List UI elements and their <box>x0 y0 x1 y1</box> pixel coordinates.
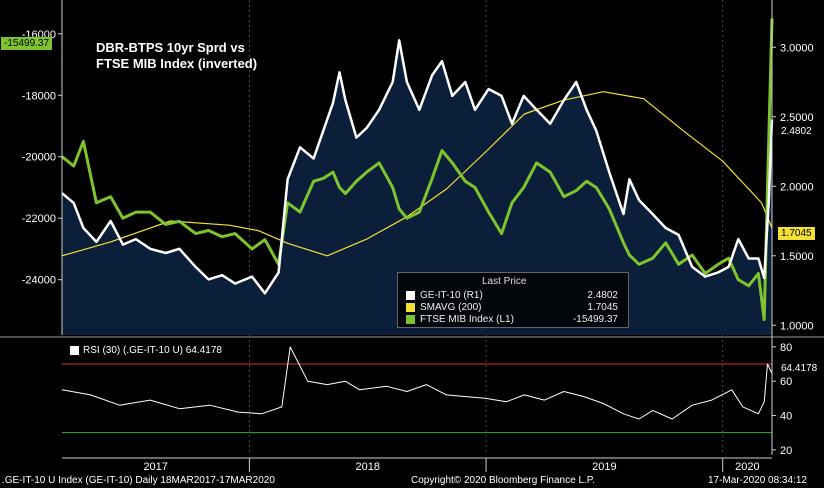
legend-swatch-ftse <box>406 314 415 324</box>
legend-row-ge: GE-IT-10 (R1) 2.4802 <box>406 290 624 302</box>
rsi-axis-label-3: 20 <box>780 445 792 457</box>
time-axis-label-2020: 2020 <box>735 461 759 473</box>
footer-copyright: Copyright© 2020 Bloomberg Finance L.P. <box>411 475 595 486</box>
left-axis-label-1: -18000 <box>22 90 56 102</box>
legend-row-ftse: FTSE MIB Index (L1) -15499.37 <box>406 314 624 326</box>
legend-value-ftse: -15499.37 <box>572 314 618 325</box>
time-axis-label-2019: 2019 <box>592 461 616 473</box>
ftse-last-badge: -15499.37 <box>1 37 53 50</box>
chart-title-line-2: FTSE MIB Index (inverted) <box>96 56 258 71</box>
legend: Last Price GE-IT-10 (R1) 2.4802 SMAVG (2… <box>397 272 629 328</box>
series-ftse-mib-line <box>61 18 774 322</box>
legend-value-smavg: 1.7045 <box>587 302 618 313</box>
footer-security: .GE-IT-10 U Index (GE-IT-10) Daily 18MAR… <box>2 475 275 486</box>
series-ge-it-10-area <box>62 40 772 336</box>
right-axis-label-1: 2.5000 <box>780 112 814 124</box>
legend-swatch-ge <box>406 290 415 300</box>
series-rsi-line <box>61 346 773 420</box>
rsi-axis-label-1: 60 <box>780 376 792 388</box>
rsi-axis-label-2: 40 <box>780 411 792 423</box>
rsi-axis-label-0: 80 <box>780 342 792 354</box>
smavg-last-badge: 1.7045 <box>778 227 815 240</box>
ge-last-badge: 2.4802 <box>778 125 815 138</box>
right-axis-label-3: 1.5000 <box>780 251 814 263</box>
legend-label-ftse: FTSE MIB Index (L1) <box>420 314 514 325</box>
rsi-swatch <box>70 345 79 355</box>
right-axis-label-4: 1.0000 <box>780 320 814 332</box>
legend-label-smavg: SMAVG (200) <box>420 302 482 313</box>
right-axis-label-0: 3.0000 <box>780 42 814 54</box>
legend-row-smavg: SMAVG (200) 1.7045 <box>406 302 624 314</box>
time-axis-label-2017: 2017 <box>143 461 167 473</box>
legend-header: Last Price <box>482 276 527 287</box>
series-smavg-200-line <box>61 91 773 257</box>
footer-timestamp: 17-Mar-2020 08:34:12 <box>708 475 807 486</box>
legend-label-ge: GE-IT-10 (R1) <box>420 290 483 301</box>
rsi-last-badge: 64.4178 <box>778 362 821 375</box>
left-axis-label-3: -22000 <box>22 213 56 225</box>
rsi-title: RSI (30) (.GE-IT-10 U) 64.4178 <box>70 345 222 356</box>
series-ge-it-10-line <box>61 39 774 295</box>
left-axis-label-4: -24000 <box>22 275 56 287</box>
time-axis-label-2018: 2018 <box>355 461 379 473</box>
chart-title: DBR-BTPS 10yr Sprd vs FTSE MIB Index (in… <box>96 40 257 72</box>
chart-title-line-1: DBR-BTPS 10yr Sprd vs <box>96 40 245 55</box>
legend-value-ge: 2.4802 <box>587 290 618 301</box>
rsi-title-text: RSI (30) (.GE-IT-10 U) 64.4178 <box>83 345 222 356</box>
legend-swatch-smavg <box>406 302 415 312</box>
right-axis-label-2: 2.0000 <box>780 181 814 193</box>
left-axis-label-2: -20000 <box>22 152 56 164</box>
